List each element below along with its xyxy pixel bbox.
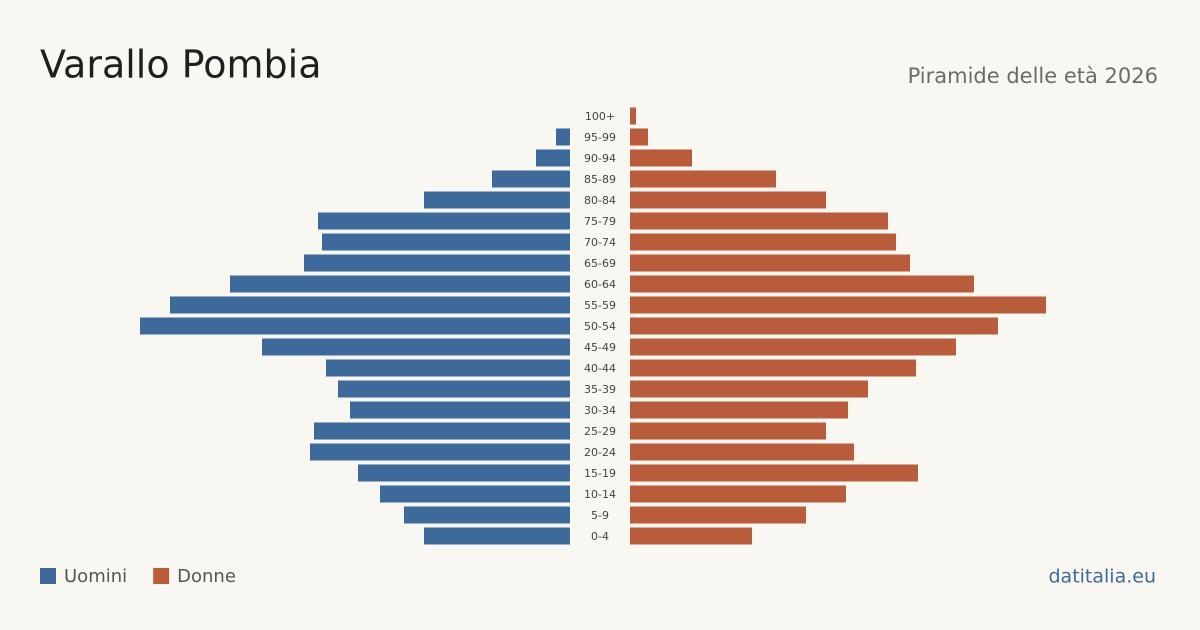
bar bbox=[630, 296, 1046, 314]
bar bbox=[630, 527, 752, 545]
bar bbox=[314, 422, 570, 440]
bar bbox=[404, 506, 570, 524]
legend-swatch bbox=[40, 568, 56, 584]
bar bbox=[262, 338, 570, 356]
bar bbox=[630, 506, 806, 524]
age-label: 0-4 bbox=[591, 530, 609, 543]
bar bbox=[630, 128, 648, 146]
chart-title: Varallo Pombia bbox=[40, 43, 321, 87]
bar bbox=[536, 149, 570, 167]
bar bbox=[170, 296, 570, 314]
bar bbox=[304, 254, 570, 272]
bar bbox=[630, 380, 868, 398]
bar bbox=[630, 107, 636, 125]
source[interactable]: datitalia.eu bbox=[1049, 566, 1157, 588]
age-label: 35-39 bbox=[584, 383, 616, 396]
bar bbox=[630, 149, 692, 167]
age-label: 100+ bbox=[585, 110, 615, 123]
bar bbox=[322, 233, 570, 251]
age-label: 30-34 bbox=[584, 404, 616, 417]
bar bbox=[630, 191, 826, 209]
age-label: 80-84 bbox=[584, 194, 616, 207]
age-label: 60-64 bbox=[584, 278, 616, 291]
bar bbox=[630, 359, 916, 377]
bar bbox=[630, 464, 918, 482]
bar bbox=[350, 401, 570, 419]
bar bbox=[326, 359, 570, 377]
bar bbox=[310, 443, 570, 461]
bar bbox=[630, 443, 854, 461]
age-label: 95-99 bbox=[584, 131, 616, 144]
bar bbox=[230, 275, 570, 293]
bar bbox=[630, 317, 998, 335]
bar bbox=[424, 527, 570, 545]
age-label: 70-74 bbox=[584, 236, 616, 249]
age-label: 40-44 bbox=[584, 362, 616, 375]
bar bbox=[630, 254, 910, 272]
bar bbox=[556, 128, 570, 146]
bar bbox=[630, 233, 896, 251]
bar bbox=[318, 212, 570, 230]
bar bbox=[630, 170, 776, 188]
age-label: 85-89 bbox=[584, 173, 616, 186]
legend-label: Donne bbox=[177, 566, 236, 587]
age-label: 20-24 bbox=[584, 446, 616, 459]
age-label: 25-29 bbox=[584, 425, 616, 438]
legend-swatch bbox=[153, 568, 170, 584]
age-label: 50-54 bbox=[584, 320, 616, 333]
bar bbox=[630, 338, 956, 356]
bar bbox=[630, 401, 848, 419]
bar bbox=[630, 485, 846, 503]
age-label: 45-49 bbox=[584, 341, 616, 354]
age-label: 5-9 bbox=[591, 509, 609, 522]
bar bbox=[140, 317, 570, 335]
bar bbox=[358, 464, 570, 482]
legend-label: Uomini bbox=[64, 566, 127, 587]
bar bbox=[338, 380, 570, 398]
bar bbox=[630, 275, 974, 293]
bar bbox=[630, 422, 826, 440]
age-label: 75-79 bbox=[584, 215, 616, 228]
age-label: 65-69 bbox=[584, 257, 616, 270]
age-label: 90-94 bbox=[584, 152, 616, 165]
age-label: 15-19 bbox=[584, 467, 616, 480]
bar bbox=[424, 191, 570, 209]
bar bbox=[630, 212, 888, 230]
bar bbox=[492, 170, 570, 188]
age-label: 55-59 bbox=[584, 299, 616, 312]
chart-subtitle: Piramide delle età 2026 bbox=[908, 64, 1158, 88]
age-label: 10-14 bbox=[584, 488, 616, 501]
bar bbox=[380, 485, 570, 503]
